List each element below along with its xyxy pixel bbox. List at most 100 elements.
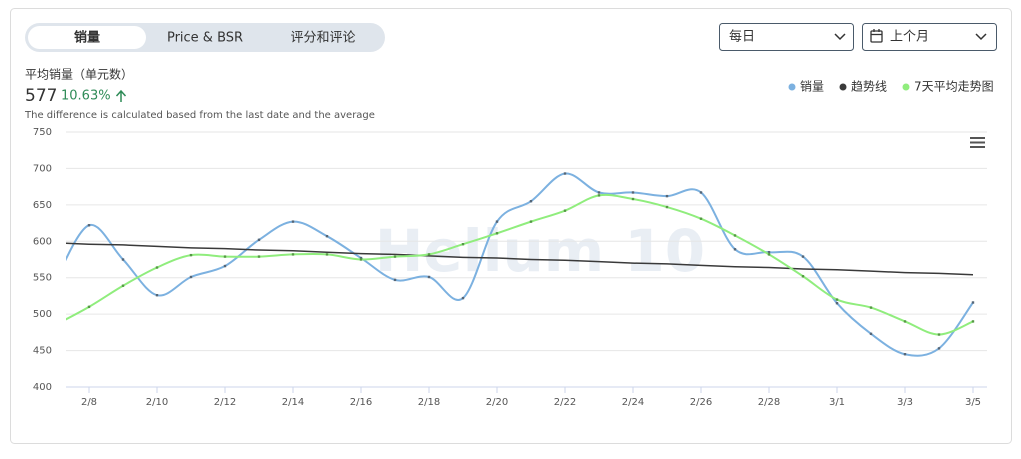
point [495,232,499,235]
point [529,220,533,223]
point [903,320,907,323]
point [155,266,159,269]
x-tick-label: 2/24 [622,397,644,408]
point [427,275,431,279]
point [971,320,975,323]
point [597,191,601,194]
point [903,353,907,356]
point [325,234,329,238]
point [121,284,125,287]
metric-change: 10.63% [61,89,111,104]
x-tick-label: 2/12 [214,397,236,408]
point [257,238,261,242]
point [291,220,295,223]
point [155,294,159,297]
point [189,253,193,257]
point [937,347,941,350]
point [291,253,295,256]
point [801,255,805,258]
legend-label: 趋势线 [851,80,887,94]
point [597,194,601,197]
legend-marker [902,83,910,91]
metric-value: 577 [25,86,57,106]
point [495,220,499,223]
point [971,301,975,304]
x-tick-label: 2/20 [486,397,508,408]
x-tick-label: 2/10 [146,397,168,408]
point [223,255,227,258]
x-tick-label: 2/26 [690,397,712,408]
x-tick-label: 2/22 [554,397,576,408]
point [767,251,771,254]
point [699,217,703,220]
point [733,234,737,237]
point [835,298,839,301]
y-tick-label: 550 [33,273,52,284]
point [869,332,873,336]
series-line [66,242,974,276]
menu-icon[interactable] [970,137,985,148]
x-tick-label: 2/16 [350,397,372,408]
x-tick-label: 2/8 [81,397,97,408]
point [563,172,567,175]
point [563,209,567,212]
chevron [975,33,987,41]
metric-label: 平均销量（单元数） [25,67,133,82]
series-line [66,172,974,357]
point [359,258,363,261]
point [461,296,465,300]
point [937,333,941,336]
point [87,224,91,227]
up-arrow [115,89,127,102]
y-tick-label: 750 [33,127,52,138]
x-tick-label: 3/3 [897,397,913,408]
y-tick-label: 700 [33,163,52,174]
dropdown-value: 上个月 [890,30,929,45]
watermark: Helium 10 [375,217,705,285]
point [733,248,737,251]
y-tick-label: 600 [33,236,52,247]
y-tick-label: 450 [33,346,52,357]
dropdown[interactable] [862,23,997,51]
point [665,194,669,198]
point [359,256,363,260]
x-tick-label: 3/5 [965,397,981,408]
tab[interactable]: 销量 [74,30,100,46]
point [631,191,635,194]
legend-marker [788,83,796,91]
y-tick-label: 500 [33,309,52,320]
point [767,253,771,256]
point [121,258,125,261]
y-tick-label: 400 [33,382,52,393]
point [325,253,329,256]
point [801,275,805,278]
point [223,264,227,268]
x-tick-label: 3/1 [829,397,845,408]
point [665,205,669,209]
point [835,302,839,305]
point [699,191,703,194]
point [257,255,261,258]
point [631,197,635,201]
point [87,305,91,309]
chevron [834,33,846,41]
legend-label: 7天平均走势图 [914,80,994,94]
plot [66,172,975,357]
metric-note: The difference is calculated based from … [24,110,375,121]
calendar-icon [870,29,883,43]
point [393,255,397,258]
point [427,253,431,256]
dropdown-value: 每日 [729,29,755,45]
legend-marker [839,83,847,91]
tab-active[interactable] [28,26,146,49]
tab[interactable]: Price & BSR [167,31,243,46]
point [393,278,397,282]
dropdown[interactable] [719,23,854,51]
x-tick-label: 2/28 [758,397,780,408]
y-tick-label: 650 [33,200,52,211]
point [869,306,873,309]
point [529,200,533,203]
point [461,243,465,246]
tab[interactable]: 评分和评论 [290,31,355,46]
